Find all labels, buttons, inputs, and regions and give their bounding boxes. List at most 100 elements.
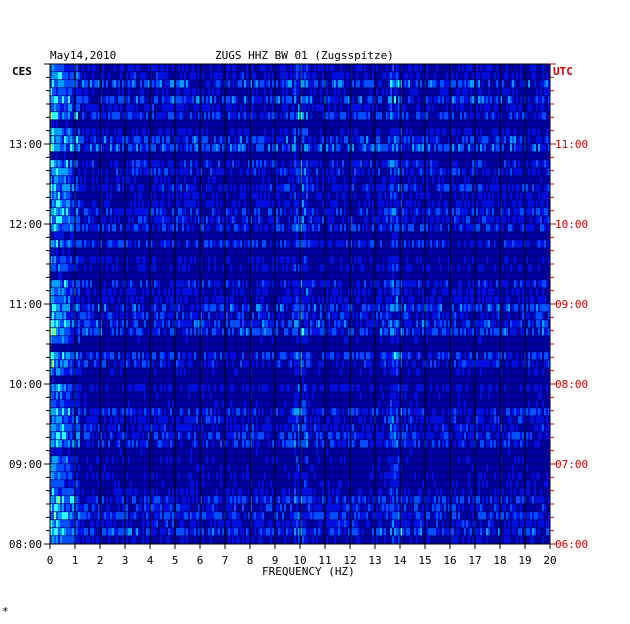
heatmap-cell xyxy=(300,128,302,136)
heatmap-cell xyxy=(60,160,62,168)
heatmap-cell xyxy=(310,112,312,120)
heatmap-cell xyxy=(428,104,430,112)
heatmap-cell xyxy=(350,256,352,264)
heatmap-cell xyxy=(304,224,306,232)
heatmap-cell xyxy=(218,80,220,88)
heatmap-cell xyxy=(316,304,318,312)
heatmap-cell xyxy=(120,280,122,288)
heatmap-cell xyxy=(356,176,358,184)
heatmap-cell xyxy=(330,208,332,216)
heatmap-cell xyxy=(120,120,122,128)
heatmap-cell xyxy=(498,120,500,128)
heatmap-cell xyxy=(366,128,368,136)
heatmap-cell xyxy=(270,240,272,248)
heatmap-cell xyxy=(162,224,164,232)
heatmap-cell xyxy=(400,104,402,112)
heatmap-cell xyxy=(182,232,184,240)
heatmap-cell xyxy=(102,96,104,104)
heatmap-cell xyxy=(310,280,312,288)
heatmap-cell xyxy=(126,296,128,304)
heatmap-cell xyxy=(410,72,412,80)
heatmap-cell xyxy=(306,120,308,128)
heatmap-cell xyxy=(84,184,86,192)
heatmap-cell xyxy=(146,72,148,80)
heatmap-cell xyxy=(68,144,70,152)
heatmap-cell xyxy=(360,280,362,288)
heatmap-cell xyxy=(286,200,288,208)
heatmap-cell xyxy=(288,240,290,248)
heatmap-cell xyxy=(458,96,460,104)
heatmap-cell xyxy=(130,72,132,80)
heatmap-cell xyxy=(528,120,530,128)
heatmap-cell xyxy=(420,280,422,288)
heatmap-cell xyxy=(494,96,496,104)
heatmap-cell xyxy=(462,112,464,120)
heatmap-cell xyxy=(242,176,244,184)
heatmap-cell xyxy=(450,112,452,120)
heatmap-cell xyxy=(518,208,520,216)
heatmap-cell xyxy=(240,72,242,80)
heatmap-cell xyxy=(336,208,338,216)
heatmap-cell xyxy=(116,208,118,216)
heatmap-cell xyxy=(322,304,324,312)
heatmap-cell xyxy=(500,264,502,272)
heatmap-cell xyxy=(120,72,122,80)
heatmap-cell xyxy=(484,272,486,280)
heatmap-cell xyxy=(414,176,416,184)
heatmap-cell xyxy=(358,96,360,104)
heatmap-cell xyxy=(304,288,306,296)
heatmap-cell xyxy=(416,72,418,80)
heatmap-cell xyxy=(164,160,166,168)
heatmap-cell xyxy=(78,224,80,232)
heatmap-cell xyxy=(192,304,194,312)
heatmap-cell xyxy=(60,280,62,288)
heatmap-cell xyxy=(504,184,506,192)
heatmap-cell xyxy=(326,136,328,144)
heatmap-cell xyxy=(414,248,416,256)
heatmap-cell xyxy=(288,96,290,104)
heatmap-cell xyxy=(166,296,168,304)
heatmap-cell xyxy=(368,200,370,208)
heatmap-cell xyxy=(300,224,302,232)
heatmap-cell xyxy=(150,192,152,200)
heatmap-cell xyxy=(436,88,438,96)
heatmap-cell xyxy=(516,80,518,88)
heatmap-cell xyxy=(292,128,294,136)
heatmap-cell xyxy=(310,144,312,152)
heatmap-cell xyxy=(134,208,136,216)
heatmap-cell xyxy=(480,280,482,288)
heatmap-cell xyxy=(422,296,424,304)
heatmap-cell xyxy=(478,304,480,312)
heatmap-cell xyxy=(406,184,408,192)
heatmap-cell xyxy=(388,280,390,288)
heatmap-cell xyxy=(434,304,436,312)
heatmap-cell xyxy=(332,80,334,88)
heatmap-cell xyxy=(358,296,360,304)
heatmap-cell xyxy=(114,136,116,144)
heatmap-cell xyxy=(232,136,234,144)
heatmap-cell xyxy=(216,136,218,144)
heatmap-cell xyxy=(66,120,68,128)
heatmap-cell xyxy=(54,272,56,280)
heatmap-cell xyxy=(362,304,364,312)
heatmap-cell xyxy=(142,296,144,304)
heatmap-cell xyxy=(386,160,388,168)
heatmap-cell xyxy=(486,112,488,120)
heatmap-cell xyxy=(330,192,332,200)
heatmap-cell xyxy=(546,80,548,88)
heatmap-cell xyxy=(56,248,58,256)
heatmap-cell xyxy=(372,96,374,104)
heatmap-cell xyxy=(446,176,448,184)
heatmap-cell xyxy=(426,72,428,80)
heatmap-cell xyxy=(468,264,470,272)
heatmap-cell xyxy=(290,64,292,72)
heatmap-cell xyxy=(220,88,222,96)
heatmap-cell xyxy=(450,144,452,152)
heatmap-cell xyxy=(298,296,300,304)
heatmap-cell xyxy=(66,208,68,216)
heatmap-cell xyxy=(420,80,422,88)
heatmap-cell xyxy=(456,88,458,96)
heatmap-cell xyxy=(360,296,362,304)
heatmap-cell xyxy=(98,144,100,152)
heatmap-cell xyxy=(82,200,84,208)
